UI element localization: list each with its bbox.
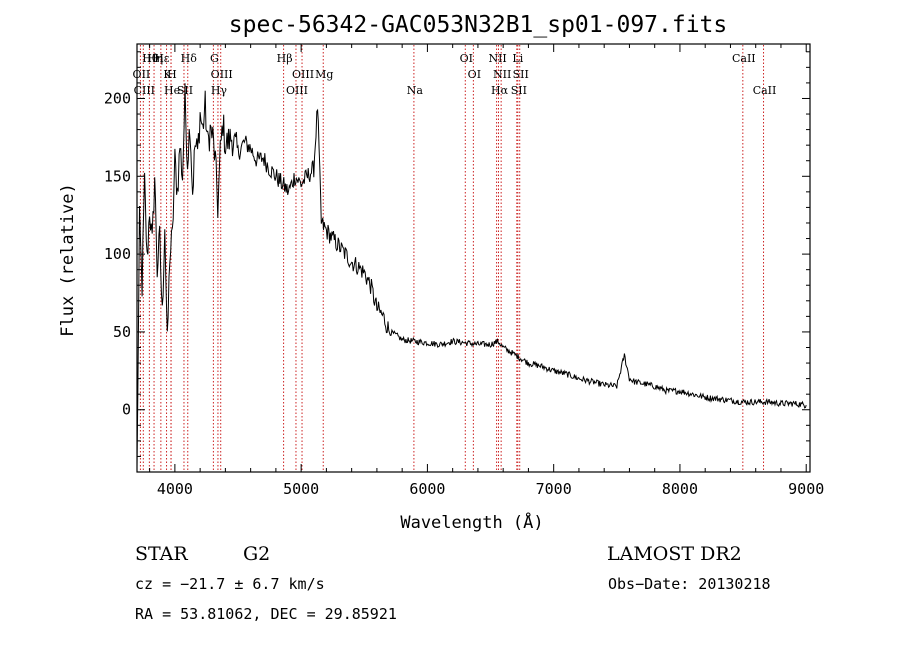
- marker-label: Hδ: [181, 52, 198, 65]
- observation-date: Obs−Date: 20130218: [608, 575, 771, 593]
- y-tick-label: 50: [113, 323, 131, 341]
- marker-label: OI: [460, 52, 473, 65]
- marker-label: Mg: [315, 68, 333, 81]
- spectral-line-labels: Hθ OII CIII Hε K He Hη H SII Hδ OIII Hγ G OIII OIII Hβ M…: [133, 52, 777, 97]
- x-tick-label: 4000: [157, 480, 193, 498]
- marker-label: Li: [512, 52, 523, 65]
- redshift-velocity: cz = −21.7 ± 6.7 km/s: [135, 575, 325, 593]
- marker-label: G: [210, 52, 219, 65]
- sky-coordinates: RA = 53.81062, DEC = 29.85921: [135, 605, 397, 623]
- marker-label: OII: [133, 68, 151, 81]
- marker-label: Hθ: [142, 52, 159, 65]
- x-tick-label: 7000: [536, 480, 572, 498]
- x-axis-ticks: 4000 5000 6000 7000 8000 9000: [149, 44, 824, 498]
- marker-label: Hε: [154, 52, 170, 65]
- object-class: STAR: [135, 543, 188, 565]
- spectral-line-markers: [139, 45, 765, 471]
- plot-frame: [136, 43, 811, 473]
- marker-label: OI: [468, 68, 481, 81]
- marker-label: Hβ: [277, 52, 293, 65]
- y-tick-label: 0: [122, 401, 131, 419]
- object-subclass: G2: [243, 543, 270, 565]
- marker-label: NII: [488, 52, 506, 65]
- marker-label: Na: [407, 84, 424, 97]
- marker-label: OIII: [211, 68, 233, 81]
- marker-label: K: [163, 68, 172, 81]
- spectrum-series: [136, 83, 807, 467]
- y-tick-label: 100: [104, 245, 131, 263]
- x-axis-label: Wavelength (Å): [400, 511, 543, 533]
- x-tick-label: 8000: [662, 480, 698, 498]
- marker-label: CaII: [753, 84, 777, 97]
- marker-label: H: [167, 68, 177, 81]
- y-tick-label: 150: [104, 167, 131, 185]
- chart-title: spec-56342-GAC053N32B1_sp01-097.fits: [229, 12, 728, 38]
- marker-label: Hη: [147, 52, 163, 65]
- spectrum-line: [136, 83, 807, 467]
- survey-name: LAMOST DR2: [607, 543, 742, 565]
- marker-label: NII: [493, 68, 511, 81]
- marker-label: SII: [513, 68, 529, 81]
- marker-label: CaII: [732, 52, 756, 65]
- marker-label: He: [164, 84, 180, 97]
- x-tick-label: 9000: [788, 480, 824, 498]
- marker-label: OIII: [292, 68, 314, 81]
- x-tick-label: 5000: [283, 480, 319, 498]
- marker-label: Hα: [491, 84, 509, 97]
- y-tick-label: 200: [104, 89, 131, 107]
- y-axis-label: Flux (relative): [58, 183, 78, 337]
- marker-label: SII: [511, 84, 527, 97]
- marker-label: CIII: [134, 84, 155, 97]
- y-axis-ticks: 0 50 100 150 200: [104, 51, 810, 457]
- marker-label: OIII: [286, 84, 308, 97]
- x-tick-label: 6000: [409, 480, 445, 498]
- marker-label: Hγ: [211, 84, 228, 97]
